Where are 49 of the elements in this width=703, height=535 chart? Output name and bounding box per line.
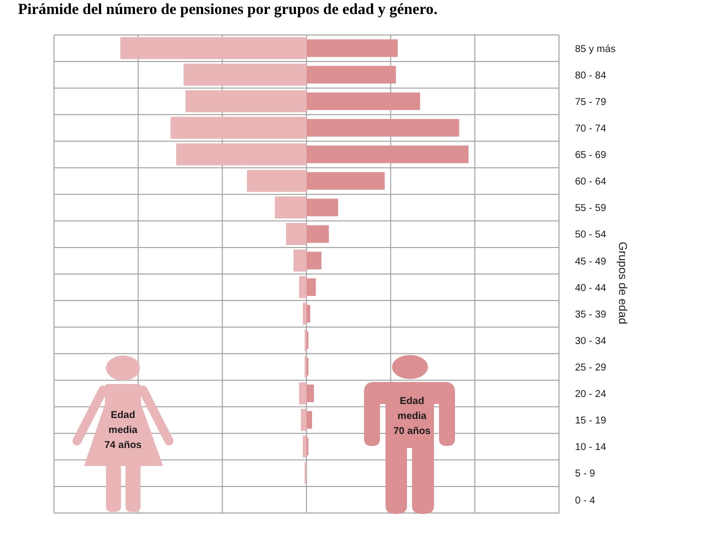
y-tick-label: 80 - 84: [575, 70, 607, 82]
bar: [306, 66, 396, 84]
bar: [306, 146, 468, 164]
bar: [170, 116, 306, 139]
bar: [246, 170, 306, 192]
y-tick-label: 55 - 59: [575, 203, 607, 214]
y-tick-label: 0 - 4: [575, 495, 596, 506]
bar: [120, 37, 306, 60]
bar: [300, 408, 306, 431]
y-axis-title: Grupos de edad: [616, 242, 628, 324]
y-tick-label: 70 - 74: [575, 123, 607, 134]
y-tick-label: 25 - 29: [575, 362, 607, 374]
bar: [306, 252, 322, 270]
bar: [185, 90, 306, 112]
y-tick-label: 15 - 19: [575, 416, 607, 427]
y-tick-label: 85 y más: [575, 44, 616, 55]
bar: [286, 223, 306, 246]
bar: [302, 302, 306, 325]
y-tick-label: 5 - 9: [575, 468, 596, 480]
y-tick-label: 60 - 64: [575, 176, 607, 188]
bar: [302, 435, 306, 458]
bar: [306, 92, 420, 110]
y-tick-label: 45 - 49: [575, 256, 607, 268]
bar: [293, 250, 306, 272]
bar: [306, 304, 310, 322]
y-tick-label: 40 - 44: [575, 282, 607, 294]
bar: [299, 276, 306, 298]
bar: [306, 278, 316, 296]
y-tick-label: 10 - 14: [575, 442, 607, 454]
bar: [306, 172, 385, 190]
y-tick-label: 30 - 34: [575, 336, 607, 347]
bar: [306, 198, 338, 216]
bar: [306, 411, 312, 429]
y-tick-label: 50 - 54: [575, 230, 607, 241]
bar: [306, 39, 398, 57]
annotation: Edad media 70 años: [392, 395, 432, 439]
bar: [184, 64, 306, 86]
bar: [176, 143, 306, 166]
y-tick-label: 35 - 39: [575, 309, 607, 320]
bar: [306, 384, 314, 402]
bar: [306, 225, 329, 243]
bar: [299, 382, 306, 404]
y-tick-label: 75 - 79: [575, 96, 607, 108]
chart-title: Pirámide del número de pensiones por grupos de edad y género.: [18, 1, 438, 19]
bar: [274, 196, 306, 218]
annotation: Edad media 74 años: [103, 409, 143, 453]
bar: [306, 118, 460, 137]
y-tick-label: 65 - 69: [575, 150, 607, 162]
y-tick-label: 20 - 24: [575, 389, 607, 400]
